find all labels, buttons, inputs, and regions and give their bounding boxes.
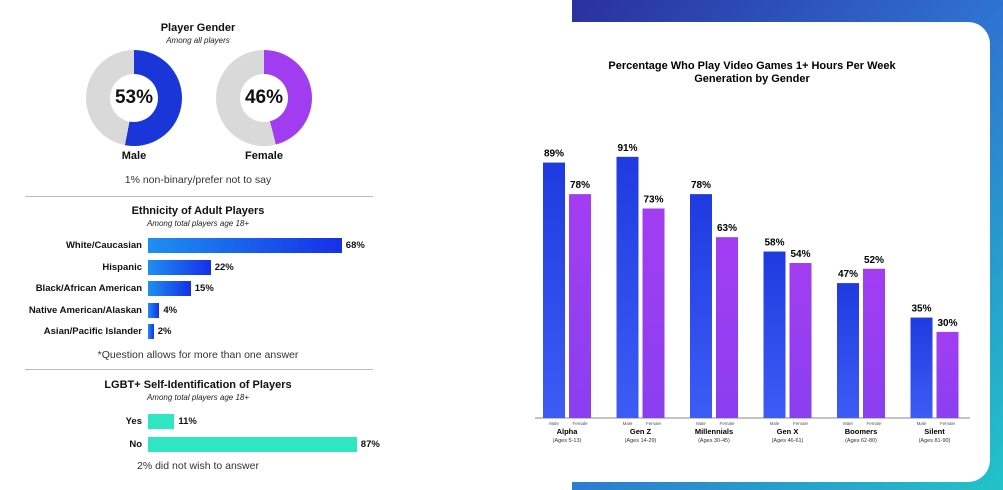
chart-subtitle: Generation by Gender — [694, 73, 810, 85]
value-label: 73% — [643, 194, 663, 205]
value-label: 58% — [764, 238, 784, 249]
value-label: 78% — [691, 180, 711, 191]
lgbt-row-label: Yes — [125, 416, 142, 427]
value-label: 89% — [544, 149, 564, 160]
value-label: 30% — [937, 318, 957, 329]
lgbt-value-label: 87% — [360, 439, 380, 450]
bar-female-4 — [863, 268, 885, 418]
male-percent: 53% — [114, 87, 154, 108]
gender-subtitle: Among all players — [166, 36, 230, 45]
lgbt-subtitle: Among total players age 18+ — [146, 393, 250, 402]
series-tick-label: Male — [843, 421, 853, 426]
bar-female-2 — [716, 237, 738, 418]
value-label: 63% — [717, 223, 737, 234]
ethnicity-row-label: Native American/Alaskan — [28, 304, 142, 316]
series-tick-label: Female — [793, 421, 809, 426]
bar-male-2 — [690, 194, 712, 418]
ethnicity-value-label: 68% — [345, 240, 365, 251]
ethnicity-note: *Question allows for more than one answe… — [97, 349, 299, 361]
section-divider — [25, 196, 373, 197]
lgbt-bar — [148, 437, 357, 452]
category-age-label: (Ages 46-61) — [772, 438, 804, 444]
value-label: 35% — [911, 304, 931, 315]
bar-female-1 — [642, 208, 665, 418]
gender-note: 1% non-binary/prefer not to say — [124, 174, 272, 186]
ethnicity-subtitle: Among total players age 18+ — [146, 219, 250, 228]
series-tick-label: Female — [572, 421, 588, 426]
ethnicity-value-label: 4% — [163, 304, 178, 316]
bar-female-5 — [936, 331, 959, 418]
female-percent: 46% — [244, 87, 284, 108]
category-age-label: (Ages 5-13) — [553, 438, 582, 444]
series-tick-label: Male — [623, 421, 633, 426]
bar-female-0 — [569, 194, 591, 418]
female-donut-chart: 46% — [216, 50, 312, 146]
category-label: Boomers — [845, 427, 878, 436]
value-label: 78% — [570, 180, 590, 191]
gender-title: Player Gender — [160, 22, 236, 34]
generation-bar-chart: Percentage Who Play Video Games 1+ Hours… — [535, 60, 970, 444]
value-label: 91% — [617, 143, 637, 154]
ethnicity-row-label: Black/African American — [35, 283, 142, 294]
category-label: Gen X — [777, 427, 799, 436]
bar-male-1 — [616, 156, 639, 418]
ethnicity-row-label: Asian/Pacific Islander — [43, 326, 142, 337]
category-label: Silent — [924, 427, 945, 436]
series-tick-label: Female — [940, 421, 956, 426]
series-tick-label: Female — [719, 421, 735, 426]
lgbt-value-label: 11% — [178, 416, 197, 427]
bar-male-0 — [543, 162, 565, 418]
ethnicity-bar — [148, 259, 211, 275]
ethnicity-bar — [148, 281, 191, 296]
male-donut-chart: 53% — [86, 50, 182, 146]
series-tick-label: Male — [696, 421, 706, 426]
section-divider — [25, 369, 373, 370]
ethnicity-bar — [148, 302, 160, 318]
ethnicity-value-label: 2% — [157, 326, 172, 337]
category-age-label: (Ages 62-80) — [845, 438, 877, 444]
category-label: Alpha — [557, 427, 579, 436]
ethnicity-bar — [148, 238, 342, 253]
category-label: Millennials — [695, 427, 733, 436]
bar-male-4 — [837, 283, 859, 418]
ethnicity-row-label: Hispanic — [102, 261, 142, 273]
ethnicity-value-label: 15% — [194, 283, 214, 294]
male-label: Male — [121, 150, 147, 162]
category-age-label: (Ages 30-45) — [698, 438, 730, 444]
female-label: Female — [245, 150, 283, 162]
ethnicity-bar — [148, 324, 154, 339]
generation-chart-card: Percentage Who Play Video Games 1+ Hours… — [515, 22, 990, 482]
chart-title: Percentage Who Play Video Games 1+ Hours… — [608, 60, 896, 72]
series-tick-label: Female — [646, 421, 662, 426]
series-tick-label: Female — [866, 421, 882, 426]
category-age-label: (Ages 14-29) — [625, 438, 657, 444]
bar-male-3 — [763, 251, 786, 418]
lgbt-row-label: No — [129, 439, 142, 450]
lgbt-note: 2% did not wish to answer — [137, 460, 259, 472]
series-tick-label: Male — [770, 421, 780, 426]
value-label: 47% — [838, 269, 858, 280]
ethnicity-row-label: White/Caucasian — [65, 240, 142, 251]
lgbt-title: LGBT+ Self-Identification of Players — [104, 379, 292, 391]
lgbt-bar — [148, 414, 175, 429]
value-label: 52% — [864, 255, 884, 266]
category-age-label: (Ages 81-90) — [919, 438, 951, 444]
value-label: 54% — [790, 249, 810, 260]
series-tick-label: Male — [917, 421, 927, 426]
ethnicity-title: Ethnicity of Adult Players — [131, 205, 265, 217]
ethnicity-value-label: 22% — [214, 261, 234, 273]
bar-male-5 — [910, 317, 933, 418]
series-tick-label: Male — [549, 421, 559, 426]
category-label: Gen Z — [630, 427, 652, 436]
bar-female-3 — [789, 263, 812, 418]
